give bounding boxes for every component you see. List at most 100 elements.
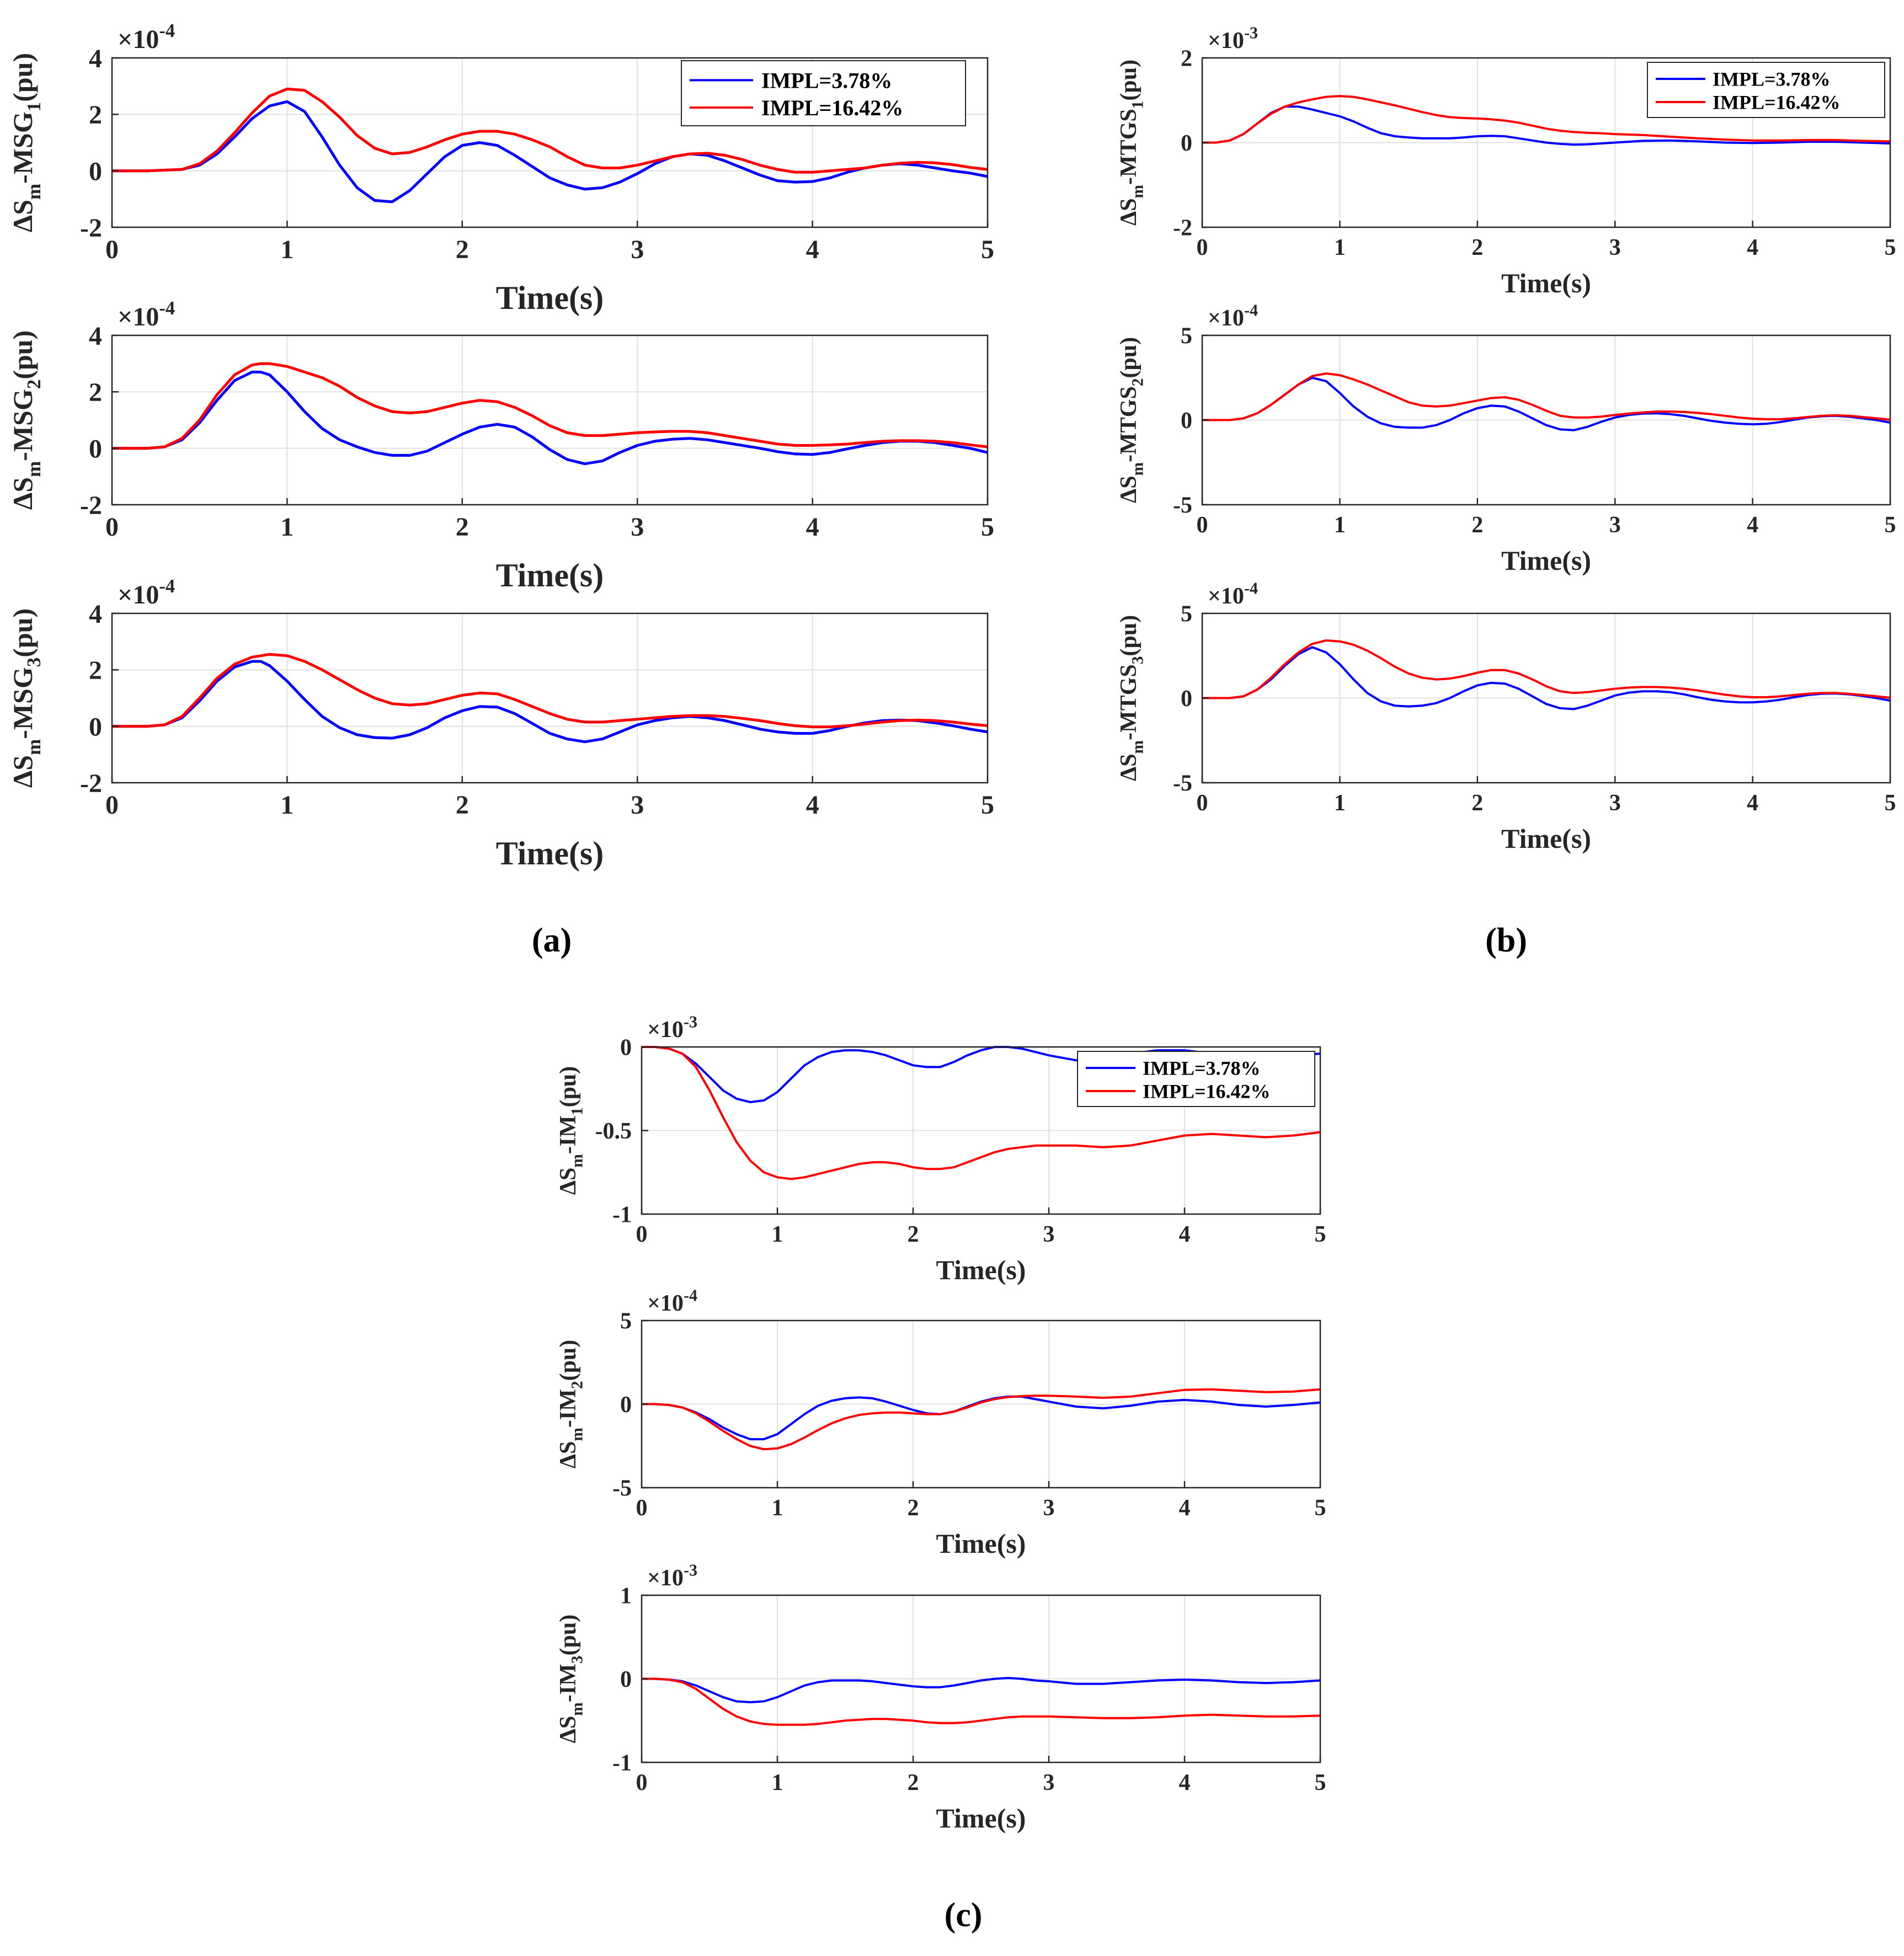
y-tick-label: -2 bbox=[80, 491, 102, 520]
x-axis-label: Time(s) bbox=[1501, 545, 1591, 576]
x-tick-label: 1 bbox=[280, 790, 294, 820]
axis-exponent-label: ×10-4 bbox=[118, 576, 175, 610]
x-tick-label: 1 bbox=[280, 235, 294, 264]
plot-area bbox=[112, 613, 988, 783]
x-tick-label: 3 bbox=[1043, 1770, 1055, 1795]
y-axis-label: ΔSm-MTGS2(pu) bbox=[1116, 337, 1147, 503]
x-tick-label: 3 bbox=[1043, 1495, 1055, 1521]
x-tick-label: 4 bbox=[1179, 1770, 1191, 1795]
x-tick-label: 5 bbox=[1315, 1770, 1326, 1795]
x-tick-label: 3 bbox=[1609, 790, 1621, 816]
y-tick-label: 0 bbox=[620, 1035, 632, 1061]
series-line-impl-3-78 bbox=[1202, 376, 1891, 431]
series-line-impl-16-42 bbox=[642, 1388, 1321, 1451]
y-tick-label: 0 bbox=[89, 712, 102, 741]
y-axis-label: ΔSm-MSG3(pu) bbox=[7, 608, 45, 788]
y-tick-label: 2 bbox=[1181, 46, 1192, 72]
y-tick-label: 0 bbox=[1181, 408, 1192, 434]
x-tick-label: 5 bbox=[1885, 512, 1896, 538]
y-tick-label: 5 bbox=[620, 1309, 632, 1334]
y-axis-label: ΔSm-IM1(pu) bbox=[556, 1066, 586, 1195]
x-tick-label: 1 bbox=[1334, 512, 1346, 538]
series-line-impl-16-42 bbox=[112, 362, 988, 450]
plot-area bbox=[112, 335, 988, 505]
x-tick-label: 1 bbox=[1334, 790, 1346, 816]
axes-frame bbox=[111, 57, 989, 228]
panel-caption: (b) bbox=[1485, 922, 1527, 959]
y-tick-label: 0 bbox=[1181, 131, 1192, 156]
x-tick-label: 1 bbox=[772, 1222, 783, 1247]
y-axis-label: ΔSm-MTGS3(pu) bbox=[1116, 615, 1147, 781]
x-tick-label: 2 bbox=[908, 1222, 919, 1247]
y-tick-label: 0 bbox=[1181, 686, 1192, 712]
x-tick-label: 3 bbox=[1609, 512, 1621, 538]
legend-entry-label: IMPL=3.78% bbox=[1143, 1057, 1261, 1079]
x-tick-label: 3 bbox=[1609, 235, 1621, 260]
x-axis-label: Time(s) bbox=[936, 1803, 1026, 1834]
legend-entry-label: IMPL=3.78% bbox=[761, 68, 892, 93]
x-tick-label: 0 bbox=[1197, 235, 1208, 260]
x-tick-label: 5 bbox=[981, 790, 994, 820]
series-line-impl-16-42 bbox=[1202, 95, 1891, 144]
y-tick-label: -2 bbox=[1173, 216, 1192, 241]
y-axis-label: ΔSm-MSG2(pu) bbox=[7, 330, 45, 510]
series-line-impl-3-78 bbox=[1202, 646, 1891, 710]
y-axis-label: ΔSm-IM3(pu) bbox=[556, 1615, 586, 1744]
x-tick-label: 1 bbox=[772, 1770, 783, 1795]
x-tick-label: 1 bbox=[1334, 235, 1346, 260]
y-tick-label: -5 bbox=[1173, 493, 1192, 519]
panel-caption: (c) bbox=[945, 1896, 983, 1934]
axes-frame bbox=[111, 334, 989, 506]
series-line-impl-16-42 bbox=[642, 1046, 1321, 1180]
x-tick-label: 0 bbox=[105, 235, 119, 264]
y-tick-label: -1 bbox=[612, 1203, 632, 1228]
y-tick-label: 5 bbox=[1181, 602, 1192, 627]
y-tick-label: -5 bbox=[612, 1476, 632, 1501]
y-tick-label: 0 bbox=[89, 434, 102, 463]
x-axis-label: Time(s) bbox=[936, 1254, 1026, 1285]
x-tick-label: 4 bbox=[1179, 1495, 1191, 1521]
legend-box bbox=[681, 60, 966, 126]
x-tick-label: 4 bbox=[806, 235, 819, 264]
y-tick-label: -0.5 bbox=[595, 1119, 632, 1144]
chart-c-1: 0 1 2 3 4 5 -1 -0.5 0 ×10-3 Time(s) ΔSm-IM1(pu) IMPL… bbox=[556, 1012, 1326, 1285]
y-axis-label: ΔSm-MSG1(pu) bbox=[7, 53, 45, 232]
x-tick-label: 4 bbox=[1747, 790, 1758, 816]
y-tick-label: 0 bbox=[89, 157, 102, 186]
x-tick-label: 4 bbox=[1747, 512, 1758, 538]
legend-entry-label: IMPL=16.42% bbox=[1713, 92, 1841, 114]
x-tick-label: 2 bbox=[456, 512, 469, 542]
axis-exponent-label: ×10-4 bbox=[118, 20, 175, 54]
x-tick-label: 0 bbox=[1197, 512, 1208, 538]
y-tick-label: 4 bbox=[89, 44, 102, 73]
x-tick-label: 2 bbox=[456, 235, 469, 264]
y-tick-label: 2 bbox=[89, 378, 102, 407]
x-axis-label: Time(s) bbox=[496, 835, 604, 872]
x-axis-label: Time(s) bbox=[496, 280, 604, 316]
y-tick-label: -5 bbox=[1173, 771, 1192, 797]
x-tick-label: 4 bbox=[806, 790, 819, 820]
x-tick-label: 3 bbox=[631, 512, 644, 542]
x-tick-label: 2 bbox=[908, 1770, 919, 1795]
y-tick-label: 0 bbox=[620, 1392, 632, 1418]
x-tick-label: 0 bbox=[636, 1770, 648, 1795]
legend-entry-label: IMPL=16.42% bbox=[1143, 1081, 1271, 1103]
x-tick-label: 0 bbox=[636, 1222, 648, 1247]
x-tick-label: 1 bbox=[280, 512, 294, 542]
x-tick-label: 0 bbox=[105, 790, 119, 820]
y-tick-label: -2 bbox=[80, 213, 102, 243]
x-tick-label: 5 bbox=[1885, 790, 1896, 816]
series-line-impl-16-42 bbox=[1202, 372, 1891, 421]
axis-exponent-label: ×10-4 bbox=[1208, 301, 1258, 331]
axis-exponent-label: ×10-3 bbox=[647, 1012, 697, 1043]
x-axis-label: Time(s) bbox=[496, 557, 604, 594]
x-axis-label: Time(s) bbox=[936, 1528, 1026, 1559]
legend-box bbox=[1077, 1051, 1315, 1107]
axis-exponent-label: ×10-3 bbox=[1208, 23, 1258, 54]
x-tick-label: 5 bbox=[1885, 235, 1896, 260]
y-tick-label: 2 bbox=[89, 656, 102, 685]
y-tick-label: 4 bbox=[89, 322, 102, 351]
